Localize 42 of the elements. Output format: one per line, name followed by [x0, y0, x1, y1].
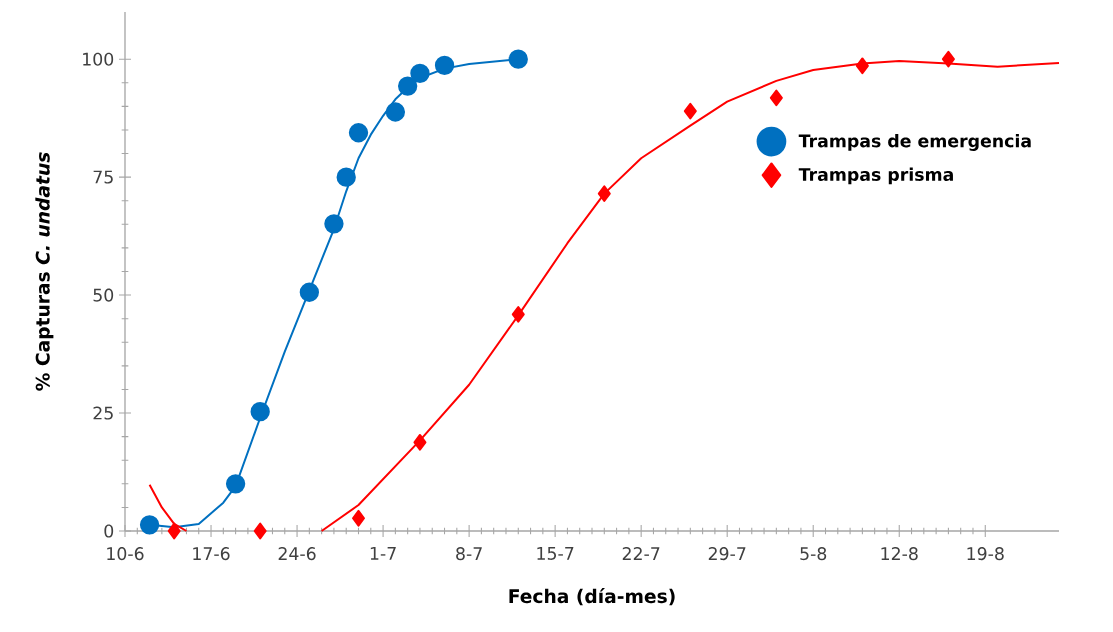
y-tick-label: 25	[93, 406, 113, 420]
y-tick-label: 50	[93, 288, 114, 302]
point	[139, 515, 160, 535]
point	[398, 76, 418, 96]
point	[348, 123, 369, 143]
point	[434, 55, 455, 75]
point	[508, 49, 528, 69]
point	[855, 57, 869, 75]
x-tick-label: 12-8	[881, 547, 918, 561]
x-tick-label: 5-8	[800, 547, 827, 561]
point	[769, 89, 783, 107]
legend-label: Trampas de emergencia	[798, 133, 1031, 151]
legend-label: Trampas prisma	[798, 167, 953, 185]
point	[167, 522, 181, 540]
point	[413, 433, 427, 451]
point	[324, 214, 344, 234]
point	[299, 282, 320, 302]
y-tick-label: 75	[93, 170, 113, 184]
point	[352, 509, 365, 527]
y-axis-title: % Capturas C. undatus	[35, 152, 54, 391]
x-axis-title: Fecha (día-mes)	[509, 587, 675, 606]
point	[683, 102, 697, 120]
x-tick-label: 24-6	[278, 547, 316, 561]
point	[597, 185, 611, 202]
point	[410, 63, 430, 83]
x-tick-label: 19-8	[967, 547, 1004, 561]
point	[253, 522, 267, 540]
x-tick-label: 8-7	[456, 547, 482, 561]
point	[225, 474, 246, 494]
point	[941, 50, 955, 68]
point	[385, 102, 406, 122]
point	[511, 306, 525, 323]
y-tick-label: 0	[104, 524, 114, 538]
point	[250, 401, 270, 422]
y-tick-label: 100	[83, 52, 114, 66]
x-tick-label: 17-6	[193, 547, 230, 561]
point	[336, 167, 356, 187]
x-tick-label: 10-6	[107, 547, 144, 561]
x-tick-label: 1-7	[370, 547, 396, 560]
x-tick-label: 22-7	[622, 547, 660, 560]
x-tick-label: 15-7	[537, 547, 574, 560]
x-tick-label: 29-7	[708, 547, 746, 561]
